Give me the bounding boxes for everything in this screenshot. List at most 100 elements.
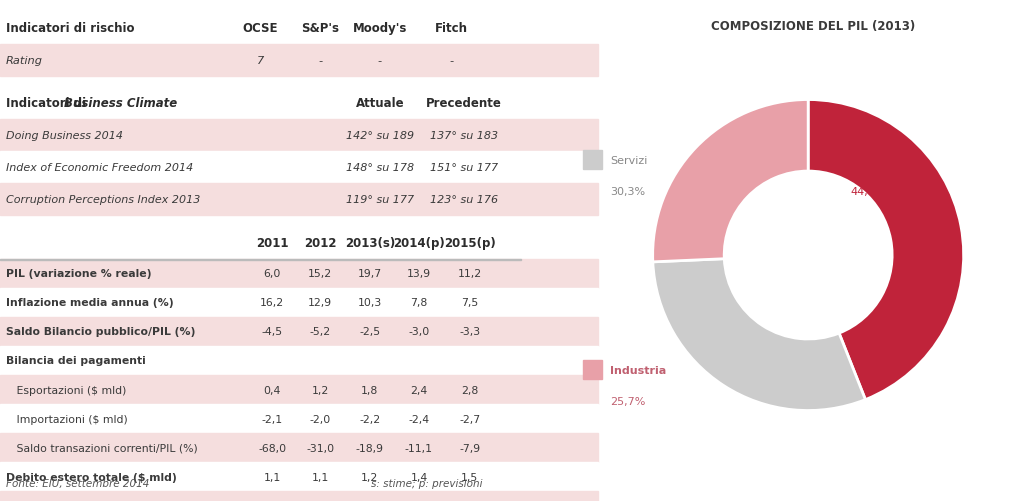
Text: -31,0: -31,0 — [306, 443, 335, 453]
Text: -2,2: -2,2 — [359, 414, 381, 424]
Bar — [0, 13, 598, 45]
Text: COMPOSIZIONE DEL PIL (2013): COMPOSIZIONE DEL PIL (2013) — [711, 20, 916, 33]
Text: 6,0: 6,0 — [264, 269, 281, 279]
Text: 16,2: 16,2 — [260, 298, 284, 308]
Text: 123° su 176: 123° su 176 — [430, 195, 498, 205]
Text: Doing Business 2014: Doing Business 2014 — [6, 131, 123, 141]
Bar — [0, 433, 598, 462]
Text: -7,9: -7,9 — [459, 443, 481, 453]
Text: Esportazioni ($ mld): Esportazioni ($ mld) — [6, 385, 127, 395]
Text: 137° su 183: 137° su 183 — [430, 131, 498, 141]
Text: 1,8: 1,8 — [361, 385, 379, 395]
Text: Indicatori di rischio: Indicatori di rischio — [6, 22, 134, 35]
Text: 148° su 178: 148° su 178 — [346, 163, 414, 173]
Text: 30,3%: 30,3% — [610, 186, 646, 196]
Text: 119° su 177: 119° su 177 — [346, 195, 414, 205]
Text: -: - — [450, 56, 454, 66]
Text: 25,7%: 25,7% — [610, 396, 646, 406]
Text: Fitch: Fitch — [436, 22, 469, 35]
Bar — [0, 404, 598, 433]
Bar — [0, 120, 598, 152]
Text: 1,1: 1,1 — [264, 472, 281, 482]
Bar — [0, 45, 598, 77]
Bar — [824, 151, 843, 170]
Text: Saldo Bilancio pubblico/PIL (%): Saldo Bilancio pubblico/PIL (%) — [6, 327, 195, 337]
Text: Index of Economic Freedom 2014: Index of Economic Freedom 2014 — [6, 163, 193, 173]
Text: 7,5: 7,5 — [461, 298, 479, 308]
Text: Precedente: Precedente — [426, 97, 501, 110]
Text: 1,2: 1,2 — [361, 472, 379, 482]
Text: -: - — [318, 56, 322, 66]
Text: 7: 7 — [257, 56, 264, 66]
Text: 13,9: 13,9 — [407, 269, 431, 279]
Text: 19,7: 19,7 — [358, 269, 382, 279]
Wedge shape — [653, 259, 865, 411]
Text: 10,3: 10,3 — [358, 298, 382, 308]
Bar — [0, 184, 598, 216]
Text: 151° su 177: 151° su 177 — [430, 163, 498, 173]
Text: Rating: Rating — [6, 56, 43, 66]
Bar — [0, 152, 598, 184]
Text: Saldo transazioni correnti/PIL (%): Saldo transazioni correnti/PIL (%) — [6, 443, 197, 453]
Text: 1,1: 1,1 — [312, 472, 328, 482]
Text: PIL (variazione % reale): PIL (variazione % reale) — [6, 269, 151, 279]
Text: -11,1: -11,1 — [405, 443, 433, 453]
Bar — [0, 88, 598, 120]
Bar — [0, 288, 598, 317]
Text: 2013(s): 2013(s) — [345, 236, 395, 249]
Text: Inflazione media annua (%): Inflazione media annua (%) — [6, 298, 174, 308]
Text: -68,0: -68,0 — [258, 443, 286, 453]
Text: 142° su 189: 142° su 189 — [346, 131, 414, 141]
Text: Servizi: Servizi — [610, 155, 648, 165]
Bar — [0, 462, 598, 491]
Text: Business Climate: Business Climate — [64, 97, 177, 110]
Bar — [0, 346, 598, 375]
Bar — [0, 375, 598, 404]
Text: Bilancia dei pagamenti: Bilancia dei pagamenti — [6, 356, 145, 366]
Text: 1,2: 1,2 — [312, 385, 328, 395]
Text: Moody's: Moody's — [353, 22, 407, 35]
Text: -5,2: -5,2 — [310, 327, 330, 337]
Text: 2012: 2012 — [304, 236, 337, 249]
Text: -3,0: -3,0 — [408, 327, 430, 337]
Wedge shape — [808, 100, 964, 400]
Text: -2,1: -2,1 — [262, 414, 283, 424]
Text: S&P's: S&P's — [301, 22, 340, 35]
Bar — [0, 259, 598, 288]
Text: 11,2: 11,2 — [457, 269, 482, 279]
Text: Industria: Industria — [610, 365, 666, 375]
Text: -: - — [377, 56, 382, 66]
Text: s: stime; p: previsioni: s: stime; p: previsioni — [371, 478, 483, 488]
Text: 15,2: 15,2 — [308, 269, 332, 279]
Text: 44,0%: 44,0% — [851, 186, 886, 196]
Bar — [0, 227, 598, 259]
Text: 12,9: 12,9 — [308, 298, 332, 308]
Text: 2,4: 2,4 — [410, 385, 428, 395]
Wedge shape — [653, 100, 808, 263]
Bar — [0, 491, 598, 501]
Text: Fonte: EIU, settembre 2014: Fonte: EIU, settembre 2014 — [6, 478, 149, 488]
Text: -18,9: -18,9 — [356, 443, 384, 453]
Text: Corruption Perceptions Index 2013: Corruption Perceptions Index 2013 — [6, 195, 201, 205]
Bar — [583, 151, 603, 170]
Text: -2,7: -2,7 — [459, 414, 481, 424]
Text: 2014(p): 2014(p) — [393, 236, 445, 249]
Text: 2011: 2011 — [256, 236, 288, 249]
Text: 2015(p): 2015(p) — [444, 236, 496, 249]
Text: Attuale: Attuale — [356, 97, 404, 110]
Bar — [583, 360, 603, 380]
Text: Debito estero totale ($ mld): Debito estero totale ($ mld) — [6, 472, 177, 482]
Text: 2,8: 2,8 — [461, 385, 479, 395]
Text: Importazioni ($ mld): Importazioni ($ mld) — [6, 414, 128, 424]
Text: Agricoltura: Agricoltura — [851, 155, 921, 165]
Text: 1,4: 1,4 — [410, 472, 428, 482]
Text: -3,3: -3,3 — [459, 327, 481, 337]
Text: 1,5: 1,5 — [461, 472, 479, 482]
Bar — [0, 317, 598, 346]
Text: 7,8: 7,8 — [410, 298, 428, 308]
Text: -2,5: -2,5 — [359, 327, 381, 337]
Text: OCSE: OCSE — [242, 22, 278, 35]
Text: -2,4: -2,4 — [408, 414, 430, 424]
Bar — [0, 259, 521, 261]
Text: Indicatori di: Indicatori di — [6, 97, 90, 110]
